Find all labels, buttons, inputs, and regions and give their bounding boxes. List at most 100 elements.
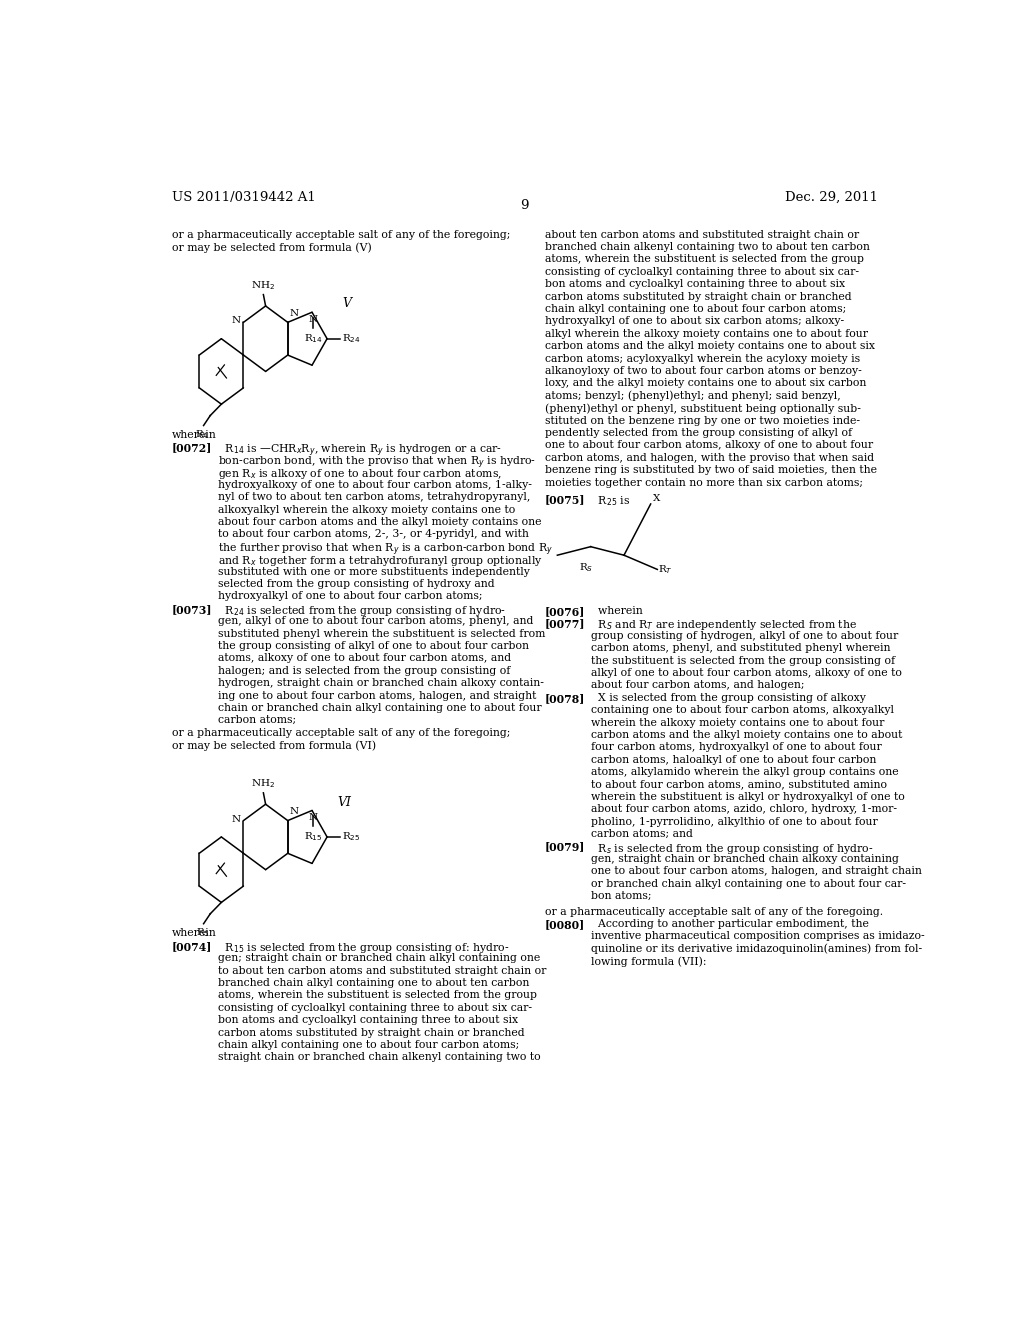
Text: carbon atoms, haloalkyl of one to about four carbon: carbon atoms, haloalkyl of one to about … — [591, 755, 877, 764]
Text: [0075]: [0075] — [545, 494, 585, 506]
Text: quinoline or its derivative imidazoquinolin(amines) from fol-: quinoline or its derivative imidazoquino… — [591, 944, 922, 954]
Text: NH$_2$: NH$_2$ — [251, 279, 275, 292]
Text: the substituent is selected from the group consisting of: the substituent is selected from the gro… — [591, 656, 895, 665]
Text: substituted phenyl wherein the substituent is selected from: substituted phenyl wherein the substitue… — [218, 628, 545, 639]
Text: moieties together contain no more than six carbon atoms;: moieties together contain no more than s… — [545, 478, 862, 487]
Text: Dec. 29, 2011: Dec. 29, 2011 — [785, 191, 878, 203]
Text: X is selected from the group consisting of alkoxy: X is selected from the group consisting … — [591, 693, 865, 702]
Text: consisting of cycloalkyl containing three to about six car-: consisting of cycloalkyl containing thre… — [545, 267, 859, 277]
Text: R$_{25}$: R$_{25}$ — [342, 830, 360, 843]
Text: or may be selected from formula (VI): or may be selected from formula (VI) — [172, 741, 376, 751]
Text: about four carbon atoms, azido, chloro, hydroxy, 1-mor-: about four carbon atoms, azido, chloro, … — [591, 804, 897, 814]
Text: R$_{25}$ is: R$_{25}$ is — [591, 494, 630, 508]
Text: R$_{24}$: R$_{24}$ — [342, 333, 360, 345]
Text: R$_{15}$ is selected from the group consisting of: hydro-: R$_{15}$ is selected from the group cons… — [218, 941, 509, 954]
Text: R$_{15}$: R$_{15}$ — [304, 830, 323, 843]
Text: gen, alkyl of one to about four carbon atoms, phenyl, and: gen, alkyl of one to about four carbon a… — [218, 616, 534, 626]
Text: straight chain or branched chain alkenyl containing two to: straight chain or branched chain alkenyl… — [218, 1052, 541, 1063]
Text: N: N — [231, 317, 241, 326]
Text: wherein: wherein — [172, 928, 216, 939]
Text: chain alkyl containing one to about four carbon atoms;: chain alkyl containing one to about four… — [218, 1040, 519, 1049]
Text: US 2011/0319442 A1: US 2011/0319442 A1 — [172, 191, 315, 203]
Text: atoms, alkylamido wherein the alkyl group contains one: atoms, alkylamido wherein the alkyl grou… — [591, 767, 898, 777]
Text: 9: 9 — [520, 199, 529, 213]
Text: or may be selected from formula (V): or may be selected from formula (V) — [172, 242, 372, 252]
Text: wherein the alkoxy moiety contains one to about four: wherein the alkoxy moiety contains one t… — [591, 718, 884, 727]
Text: [0076]: [0076] — [545, 606, 585, 616]
Text: N: N — [308, 813, 317, 822]
Text: N: N — [290, 309, 299, 318]
Text: [0072]: [0072] — [172, 442, 212, 454]
Text: ing one to about four carbon atoms, halogen, and straight: ing one to about four carbon atoms, halo… — [218, 690, 536, 701]
Text: N: N — [290, 808, 299, 816]
Text: chain alkyl containing one to about four carbon atoms;: chain alkyl containing one to about four… — [545, 304, 846, 314]
Text: R$_5$: R$_5$ — [196, 927, 209, 940]
Text: R$_{24}$ is selected from the group consisting of hydro-: R$_{24}$ is selected from the group cons… — [218, 603, 506, 618]
Text: loxy, and the alkyl moiety contains one to about six carbon: loxy, and the alkyl moiety contains one … — [545, 379, 866, 388]
Text: [0078]: [0078] — [545, 693, 585, 704]
Text: to about ten carbon atoms and substituted straight chain or: to about ten carbon atoms and substitute… — [218, 966, 546, 975]
Text: hydroxyalkoxy of one to about four carbon atoms, 1-alky-: hydroxyalkoxy of one to about four carbo… — [218, 479, 531, 490]
Text: [0073]: [0073] — [172, 603, 212, 615]
Text: the further proviso that when R$_y$ is a carbon-carbon bond R$_y$: the further proviso that when R$_y$ is a… — [218, 541, 553, 558]
Text: hydrogen, straight chain or branched chain alkoxy contain-: hydrogen, straight chain or branched cha… — [218, 678, 544, 688]
Text: alkyl wherein the alkoxy moiety contains one to about four: alkyl wherein the alkoxy moiety contains… — [545, 329, 867, 339]
Text: R$_T$: R$_T$ — [658, 564, 673, 576]
Text: carbon atoms;: carbon atoms; — [218, 715, 296, 726]
Text: atoms, alkoxy of one to about four carbon atoms, and: atoms, alkoxy of one to about four carbo… — [218, 653, 511, 664]
Text: R$_{14}$: R$_{14}$ — [304, 333, 323, 345]
Text: substituted with one or more substituents independently: substituted with one or more substituent… — [218, 566, 529, 577]
Text: hydroxyalkyl of one to about six carbon atoms; alkoxy-: hydroxyalkyl of one to about six carbon … — [545, 317, 844, 326]
Text: R$_S$ and R$_T$ are independently selected from the: R$_S$ and R$_T$ are independently select… — [591, 619, 857, 632]
Text: bon-carbon bond, with the proviso that when R$_y$ is hydro-: bon-carbon bond, with the proviso that w… — [218, 455, 536, 471]
Text: pholino, 1-pyrrolidino, alkylthio of one to about four: pholino, 1-pyrrolidino, alkylthio of one… — [591, 817, 878, 826]
Text: or a pharmaceutically acceptable salt of any of the foregoing;: or a pharmaceutically acceptable salt of… — [172, 230, 510, 239]
Text: atoms; benzyl; (phenyl)ethyl; and phenyl; said benzyl,: atoms; benzyl; (phenyl)ethyl; and phenyl… — [545, 391, 841, 401]
Text: or a pharmaceutically acceptable salt of any of the foregoing;: or a pharmaceutically acceptable salt of… — [172, 727, 510, 738]
Text: [0079]: [0079] — [545, 842, 585, 853]
Text: alkyl of one to about four carbon atoms, alkoxy of one to: alkyl of one to about four carbon atoms,… — [591, 668, 901, 678]
Text: alkoxyalkyl wherein the alkoxy moiety contains one to: alkoxyalkyl wherein the alkoxy moiety co… — [218, 504, 515, 515]
Text: (phenyl)ethyl or phenyl, substituent being optionally sub-: (phenyl)ethyl or phenyl, substituent bei… — [545, 403, 860, 413]
Text: [0080]: [0080] — [545, 919, 585, 931]
Text: bon atoms;: bon atoms; — [591, 891, 651, 902]
Text: inventive pharmaceutical composition comprises as imidazo-: inventive pharmaceutical composition com… — [591, 932, 925, 941]
Text: containing one to about four carbon atoms, alkoxyalkyl: containing one to about four carbon atom… — [591, 705, 894, 715]
Text: R$_s$ is selected from the group consisting of hydro-: R$_s$ is selected from the group consist… — [591, 842, 872, 855]
Text: carbon atoms; acyloxyalkyl wherein the acyloxy moiety is: carbon atoms; acyloxyalkyl wherein the a… — [545, 354, 860, 363]
Text: one to about four carbon atoms, halogen, and straight chain: one to about four carbon atoms, halogen,… — [591, 866, 922, 876]
Text: consisting of cycloalkyl containing three to about six car-: consisting of cycloalkyl containing thre… — [218, 1003, 531, 1012]
Text: carbon atoms; and: carbon atoms; and — [591, 829, 692, 840]
Text: N: N — [231, 814, 241, 824]
Text: gen; straight chain or branched chain alkyl containing one: gen; straight chain or branched chain al… — [218, 953, 540, 964]
Text: wherein the substituent is alkyl or hydroxyalkyl of one to: wherein the substituent is alkyl or hydr… — [591, 792, 904, 803]
Text: carbon atoms, phenyl, and substituted phenyl wherein: carbon atoms, phenyl, and substituted ph… — [591, 643, 890, 653]
Text: branched chain alkyl containing one to about ten carbon: branched chain alkyl containing one to a… — [218, 978, 529, 989]
Text: R$_4$: R$_4$ — [196, 429, 210, 441]
Text: about four carbon atoms and the alkyl moiety contains one: about four carbon atoms and the alkyl mo… — [218, 517, 541, 527]
Text: lowing formula (VII):: lowing formula (VII): — [591, 956, 707, 966]
Text: carbon atoms and the alkyl moiety contains one to about: carbon atoms and the alkyl moiety contai… — [591, 730, 902, 741]
Text: chain or branched chain alkyl containing one to about four: chain or branched chain alkyl containing… — [218, 704, 542, 713]
Text: about four carbon atoms, and halogen;: about four carbon atoms, and halogen; — [591, 680, 804, 690]
Text: gen, straight chain or branched chain alkoxy containing: gen, straight chain or branched chain al… — [591, 854, 898, 865]
Text: R$_S$: R$_S$ — [580, 561, 593, 574]
Text: wherein: wherein — [172, 430, 216, 440]
Text: VI: VI — [338, 796, 351, 809]
Text: pendently selected from the group consisting of alkyl of: pendently selected from the group consis… — [545, 428, 852, 438]
Text: four carbon atoms, hydroxyalkyl of one to about four: four carbon atoms, hydroxyalkyl of one t… — [591, 742, 882, 752]
Text: benzene ring is substituted by two of said moieties, then the: benzene ring is substituted by two of sa… — [545, 465, 877, 475]
Text: [0074]: [0074] — [172, 941, 212, 952]
Text: or a pharmaceutically acceptable salt of any of the foregoing.: or a pharmaceutically acceptable salt of… — [545, 907, 883, 916]
Text: X: X — [653, 494, 660, 503]
Text: carbon atoms and the alkyl moiety contains one to about six: carbon atoms and the alkyl moiety contai… — [545, 341, 874, 351]
Text: nyl of two to about ten carbon atoms, tetrahydropyranyl,: nyl of two to about ten carbon atoms, te… — [218, 492, 530, 502]
Text: gen R$_x$ is alkoxy of one to about four carbon atoms,: gen R$_x$ is alkoxy of one to about four… — [218, 467, 502, 482]
Text: atoms, wherein the substituent is selected from the group: atoms, wherein the substituent is select… — [545, 255, 863, 264]
Text: R$_{14}$ is —CHR$_x$R$_y$, wherein R$_y$ is hydrogen or a car-: R$_{14}$ is —CHR$_x$R$_y$, wherein R$_y$… — [218, 442, 502, 459]
Text: hydroxyalkyl of one to about four carbon atoms;: hydroxyalkyl of one to about four carbon… — [218, 591, 482, 602]
Text: the group consisting of alkyl of one to about four carbon: the group consisting of alkyl of one to … — [218, 642, 528, 651]
Text: and R$_x$ together form a tetrahydrofuranyl group optionally: and R$_x$ together form a tetrahydrofura… — [218, 554, 543, 568]
Text: carbon atoms substituted by straight chain or branched: carbon atoms substituted by straight cha… — [545, 292, 851, 301]
Text: bon atoms and cycloalkyl containing three to about six: bon atoms and cycloalkyl containing thre… — [545, 279, 845, 289]
